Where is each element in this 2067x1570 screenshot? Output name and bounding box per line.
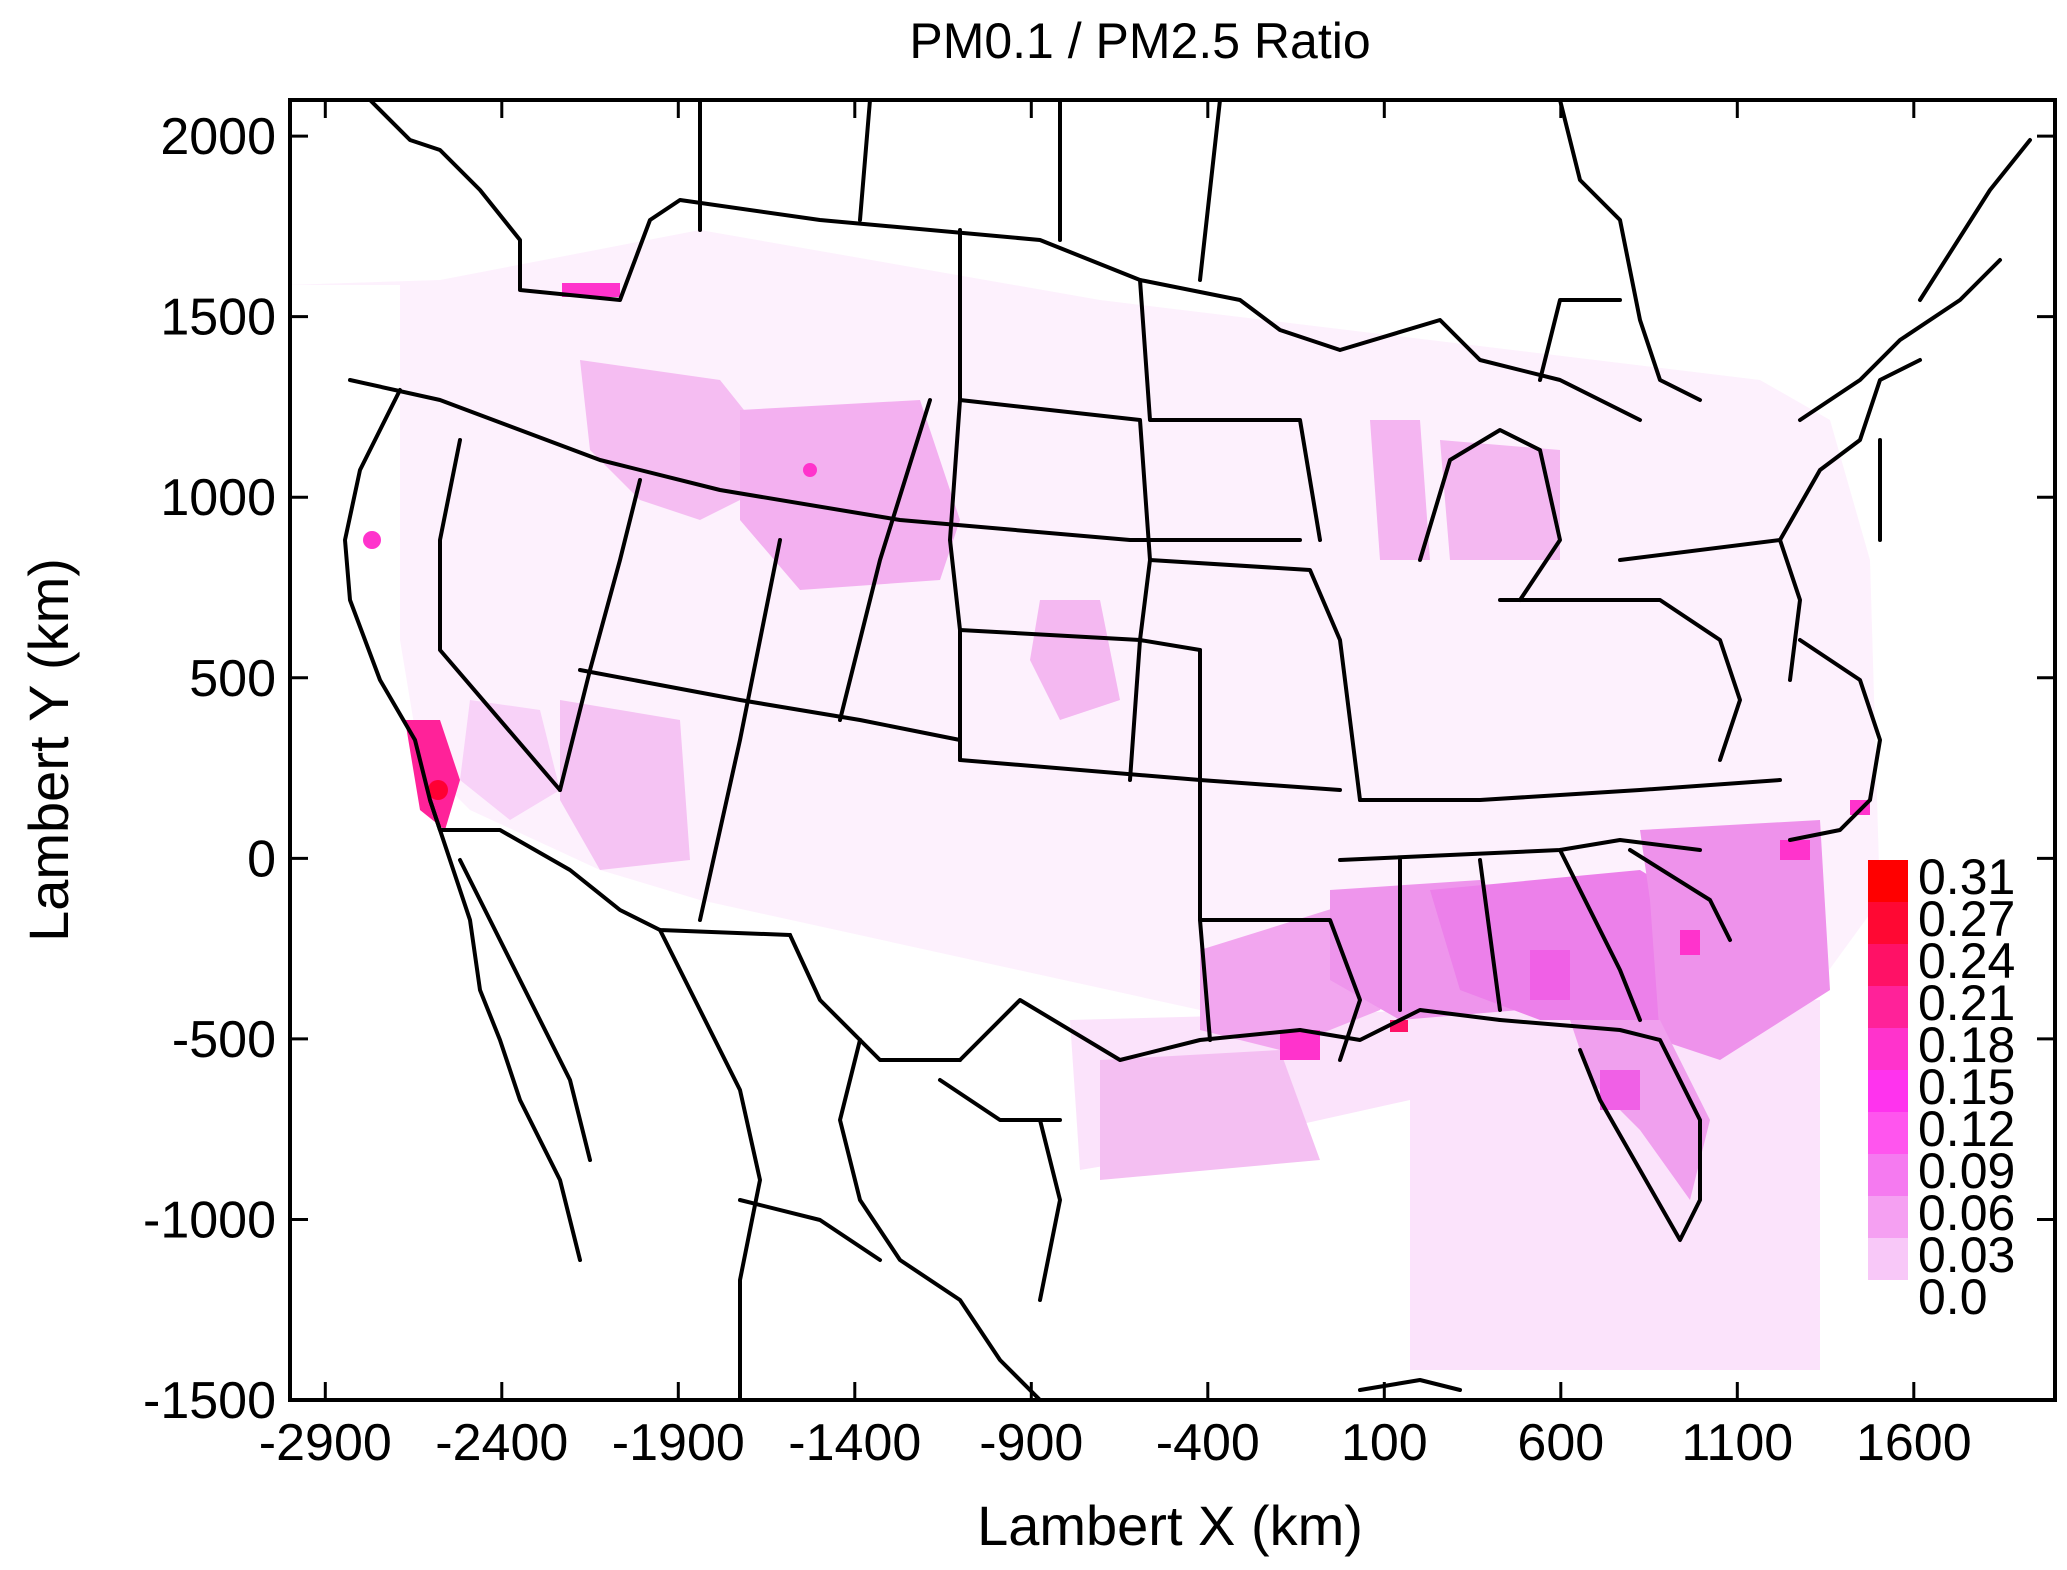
colorbar-label: 0.24 <box>1918 933 2015 989</box>
colorbar: 0.310.270.240.210.180.150.120.090.060.03… <box>1868 849 2015 1325</box>
hotspot-tampa <box>1600 1070 1640 1110</box>
x-tick-label: -2400 <box>435 1414 568 1472</box>
region-kansas <box>1030 600 1120 720</box>
x-axis-ticks: -2900 -2400 -1900 -1400 -900 -400 100 600 1100 16… <box>259 100 1972 1472</box>
colorbar-label: 0.12 <box>1918 1101 2015 1157</box>
map-plot-area <box>290 100 2032 1400</box>
x-tick-label: 600 <box>1517 1414 1604 1472</box>
colorbar-swatch <box>1868 986 1908 1028</box>
y-axis-label: Lambert Y (km) <box>17 558 80 942</box>
y-tick-label: 0 <box>247 830 276 888</box>
hotspot-wyoming <box>803 463 817 477</box>
region-texas-gulf <box>1100 1050 1320 1180</box>
y-tick-label: 2000 <box>160 108 276 166</box>
y-tick-label: -1000 <box>143 1191 276 1249</box>
region-northwest-plume <box>580 360 760 520</box>
colorbar-swatch <box>1868 1196 1908 1238</box>
hotspot-carolina <box>1680 930 1700 955</box>
colorbar-swatch <box>1868 944 1908 986</box>
colorbar-label: 0.03 <box>1918 1227 2015 1283</box>
x-axis-label: Lambert X (km) <box>977 1494 1363 1557</box>
colorbar-swatch <box>1868 902 1908 944</box>
region-wyoming <box>740 400 960 590</box>
hotspot-new-orleans <box>1280 1030 1320 1060</box>
colorbar-swatch <box>1868 1070 1908 1112</box>
hotspot-north-border <box>562 283 620 297</box>
hotspot-atlantic <box>1780 840 1810 860</box>
x-tick-label: 1600 <box>1856 1414 1972 1472</box>
y-axis-ticks: 2000 1500 1000 500 0 -500 -1000 -1500 <box>143 108 2055 1430</box>
region-wisconsin <box>1370 420 1430 560</box>
x-tick-label: -900 <box>979 1414 1083 1472</box>
y-tick-label: 500 <box>189 650 276 708</box>
colorbar-label: 0.21 <box>1918 975 2015 1031</box>
x-tick-label: 100 <box>1341 1414 1428 1472</box>
colorbar-swatch <box>1868 860 1908 902</box>
y-tick-label: 1000 <box>160 469 276 527</box>
x-tick-label: -1400 <box>788 1414 921 1472</box>
colorbar-label: 0.31 <box>1918 849 2015 905</box>
colorbar-label: 0.09 <box>1918 1143 2015 1199</box>
colorbar-swatch <box>1868 1238 1908 1280</box>
colorbar-label: 0.27 <box>1918 891 2015 947</box>
x-tick-label: -400 <box>1156 1414 1260 1472</box>
colorbar-swatch <box>1868 1154 1908 1196</box>
y-tick-label: -1500 <box>143 1372 276 1430</box>
x-tick-label: -2900 <box>259 1414 392 1472</box>
hotspot-atlanta <box>1530 950 1570 1000</box>
state-borders <box>343 100 2032 1400</box>
region-arizona <box>560 700 690 870</box>
plot-frame <box>288 98 2057 1402</box>
colorbar-label: 0.18 <box>1918 1017 2015 1073</box>
colorbar-label: 0.0 <box>1918 1269 1988 1325</box>
x-tick-label: 1100 <box>1681 1414 1793 1472</box>
x-tick-label: -1900 <box>612 1414 745 1472</box>
y-tick-label: -500 <box>172 1011 276 1069</box>
plot-title: PM0.1 / PM2.5 Ratio <box>909 13 1370 69</box>
colorbar-swatch <box>1868 1112 1908 1154</box>
colorbar-swatch <box>1868 1028 1908 1070</box>
region-southeast-coast <box>1640 820 1830 1060</box>
y-tick-label: 1500 <box>160 289 276 347</box>
region-michigan <box>1440 440 1560 560</box>
hotspot-sf <box>363 531 381 549</box>
region-socal-offshore <box>460 700 560 820</box>
colorbar-label: 0.06 <box>1918 1185 2015 1241</box>
hotspot-la-core <box>428 780 448 800</box>
colorbar-label: 0.15 <box>1918 1059 2015 1115</box>
